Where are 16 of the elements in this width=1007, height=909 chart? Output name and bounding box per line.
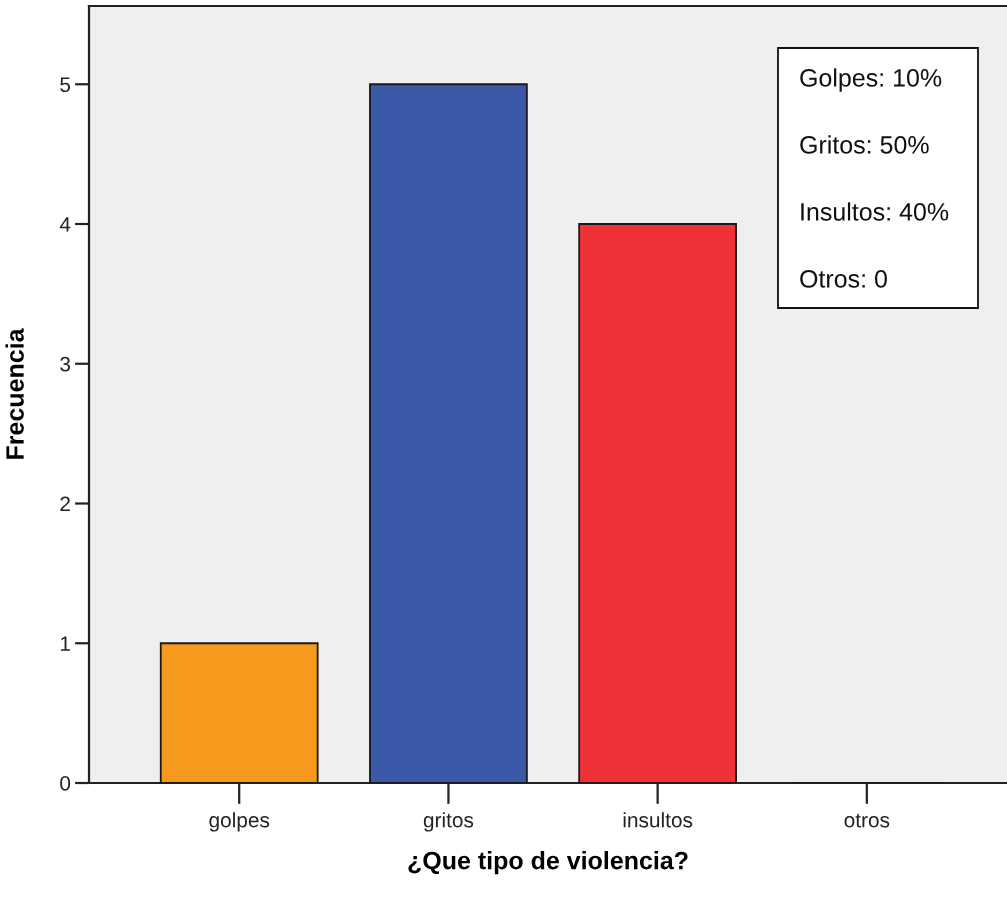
x-tick-label: gritos	[423, 812, 474, 832]
y-tick-label: 4	[59, 217, 71, 232]
y-axis-title: Frecuencia	[5, 328, 24, 459]
x-tick-label: golpes	[209, 812, 270, 832]
x-tick-label: otros	[844, 813, 890, 828]
x-tick-label: insultos	[623, 812, 693, 828]
y-tick-label: 0	[60, 776, 71, 791]
y-tick-label: 5	[60, 77, 71, 93]
annotation: Otros: 0	[800, 270, 887, 288]
y-tick-label: 3	[60, 356, 71, 372]
annotation: Insultos: 40%	[801, 202, 949, 221]
y-tick-label: 2	[60, 496, 70, 512]
y-tick-label: 1	[60, 636, 70, 651]
annotation: Golpes: 10%	[800, 68, 942, 92]
annotation: Gritos: 50%	[800, 135, 929, 154]
x-axis-title: ¿Que tipo de violencia?	[408, 851, 688, 875]
